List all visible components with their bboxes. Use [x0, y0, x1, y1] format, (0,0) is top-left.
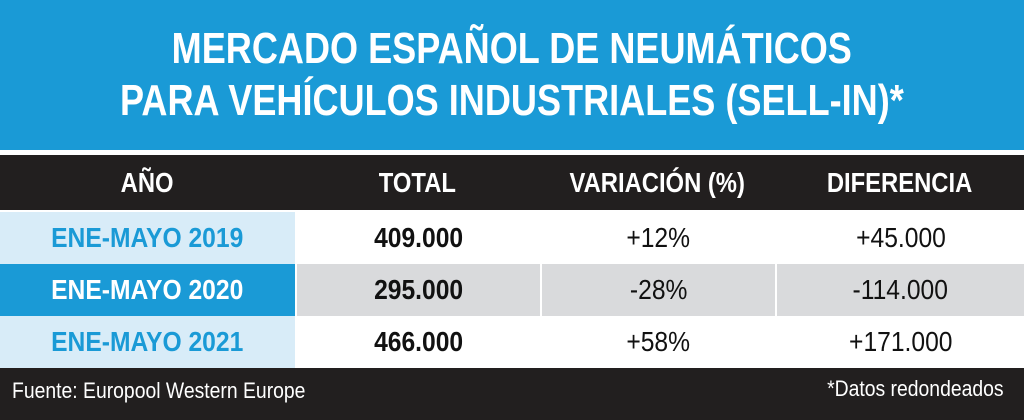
cell-diferencia: +45.000	[775, 212, 1024, 264]
source-note: Fuente: Europool Western Europe	[12, 378, 306, 403]
table-header: AÑO TOTAL VARIACIÓN (%) DIFERENCIA	[0, 155, 1024, 210]
header-diferencia: DIFERENCIA	[826, 166, 973, 198]
cell-total: 295.000	[295, 264, 540, 316]
cell-total: 466.000	[295, 316, 540, 368]
cell-year: ENE-MAYO 2021	[0, 316, 295, 368]
footer-bar: Fuente: Europool Western Europe *Datos r…	[0, 368, 1024, 420]
header-total: TOTAL	[378, 166, 457, 198]
table-row: ENE-MAYO 2019 409.000 +12% +45.000	[0, 212, 1024, 264]
title-banner: MERCADO ESPAÑOL DE NEUMÁTICOS PARA VEHÍC…	[0, 0, 1024, 150]
cell-diferencia: -114.000	[775, 264, 1024, 316]
cell-diferencia: +171.000	[775, 316, 1024, 368]
cell-year: ENE-MAYO 2019	[0, 212, 295, 264]
header-year: AÑO	[121, 166, 174, 198]
table-row: ENE-MAYO 2020 295.000 -28% -114.000	[0, 264, 1024, 316]
title-line-2: PARA VEHÍCULOS INDUSTRIALES (SELL-IN)*	[120, 76, 904, 125]
cell-total: 409.000	[295, 212, 540, 264]
cell-variacion: +58%	[540, 316, 775, 368]
cell-year: ENE-MAYO 2020	[0, 264, 295, 316]
rounding-note: *Datos redondeados	[827, 376, 1004, 401]
cell-variacion: -28%	[540, 264, 775, 316]
header-variacion: VARIACIÓN (%)	[569, 166, 746, 198]
title-line-1: MERCADO ESPAÑOL DE NEUMÁTICOS	[171, 24, 853, 73]
cell-variacion: +12%	[540, 212, 775, 264]
table-row: ENE-MAYO 2021 466.000 +58% +171.000	[0, 316, 1024, 368]
